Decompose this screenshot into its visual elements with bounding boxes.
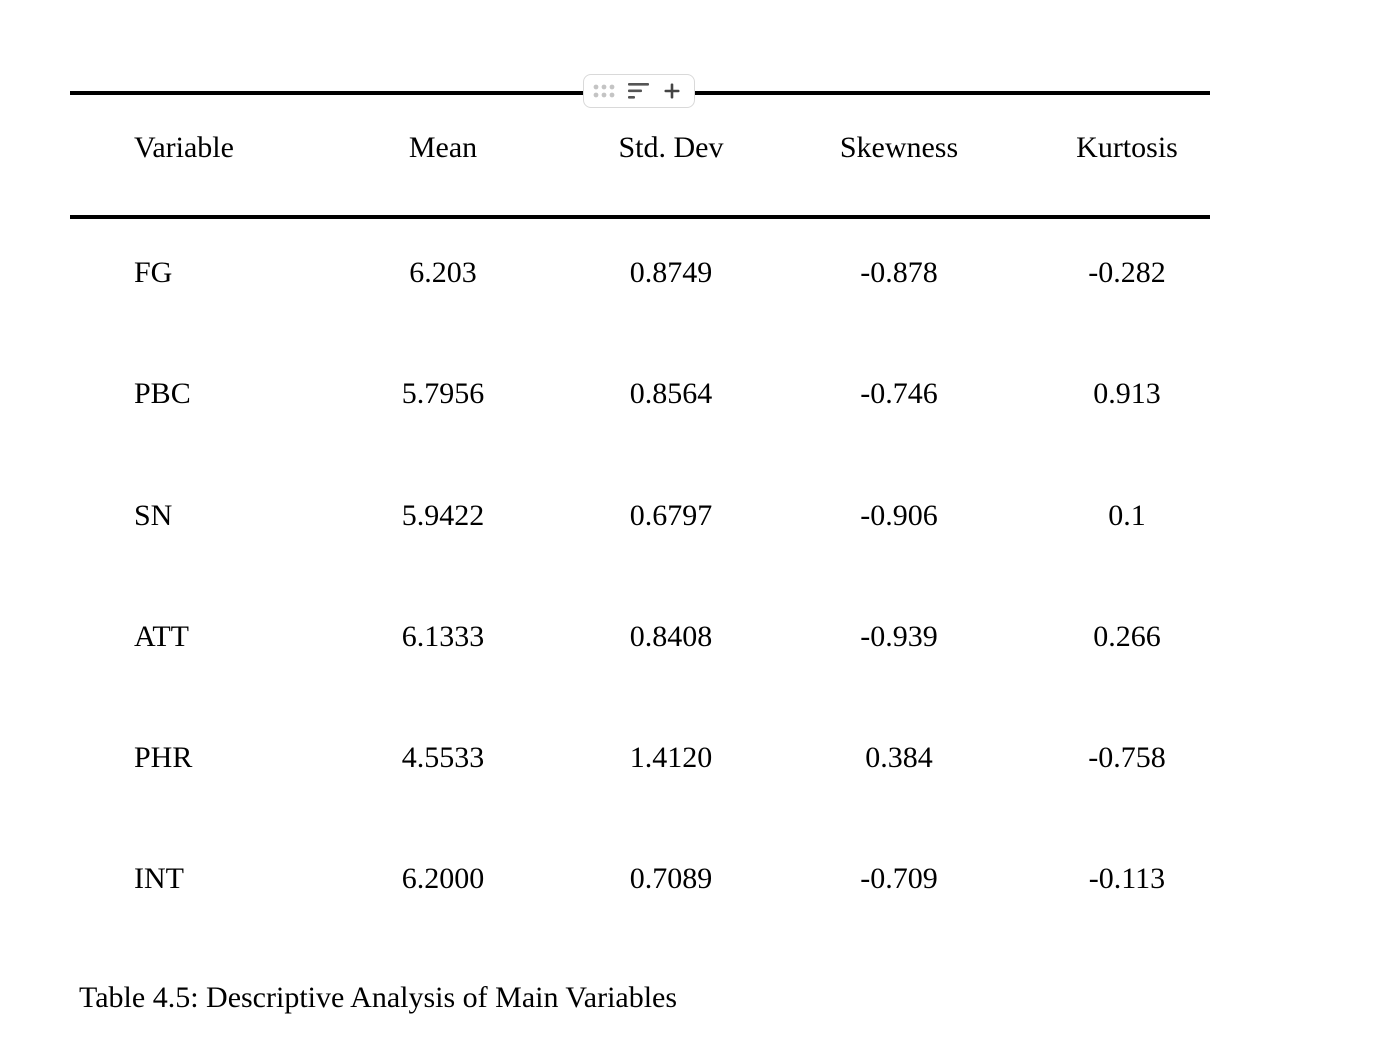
cell-skewness: 0.384 bbox=[865, 741, 933, 774]
cell-skewness: -0.906 bbox=[860, 499, 938, 532]
cell-mean: 6.2000 bbox=[401, 862, 485, 895]
cell-variable: PBC bbox=[134, 377, 191, 410]
cell-kurtosis: -0.282 bbox=[1088, 256, 1166, 289]
cell-std-dev: 0.8408 bbox=[629, 620, 713, 653]
cell-mean: 4.5533 bbox=[401, 741, 485, 774]
header-variable: Variable bbox=[134, 131, 234, 164]
cell-std-dev: 1.4120 bbox=[629, 741, 713, 774]
cell-mean: 6.1333 bbox=[401, 620, 485, 653]
table-caption: Table 4.5: Descriptive Analysis of Main … bbox=[79, 981, 678, 1014]
cell-kurtosis: 0.1 bbox=[1108, 499, 1146, 532]
cell-variable: FG bbox=[134, 256, 173, 289]
table-header-rule bbox=[70, 215, 1210, 219]
cell-variable: PHR bbox=[134, 741, 193, 774]
cell-skewness: -0.939 bbox=[860, 620, 938, 653]
cell-kurtosis: 0.913 bbox=[1093, 377, 1161, 410]
cell-variable: ATT bbox=[134, 620, 189, 653]
cell-kurtosis: -0.758 bbox=[1088, 741, 1166, 774]
add-icon[interactable] bbox=[658, 78, 686, 104]
cell-std-dev: 0.8749 bbox=[629, 256, 713, 289]
cell-skewness: -0.878 bbox=[860, 256, 938, 289]
cell-mean: 5.7956 bbox=[401, 377, 485, 410]
header-std-dev: Std. Dev bbox=[618, 131, 724, 164]
drag-handle-icon[interactable] bbox=[592, 78, 620, 104]
cell-std-dev: 0.8564 bbox=[629, 377, 713, 410]
header-kurtosis: Kurtosis bbox=[1076, 131, 1178, 164]
cell-variable: SN bbox=[134, 499, 173, 532]
cell-skewness: -0.709 bbox=[860, 862, 938, 895]
align-icon[interactable] bbox=[625, 78, 653, 104]
cell-kurtosis: 0.266 bbox=[1093, 620, 1161, 653]
table-toolbar bbox=[583, 74, 695, 108]
cell-skewness: -0.746 bbox=[860, 377, 938, 410]
cell-std-dev: 0.6797 bbox=[629, 499, 713, 532]
cell-std-dev: 0.7089 bbox=[629, 862, 713, 895]
header-mean: Mean bbox=[408, 131, 478, 164]
cell-mean: 5.9422 bbox=[401, 499, 485, 532]
cell-variable: INT bbox=[134, 862, 184, 895]
cell-mean: 6.203 bbox=[409, 256, 477, 289]
header-skewness: Skewness bbox=[839, 131, 959, 164]
cell-kurtosis: -0.113 bbox=[1088, 862, 1166, 895]
